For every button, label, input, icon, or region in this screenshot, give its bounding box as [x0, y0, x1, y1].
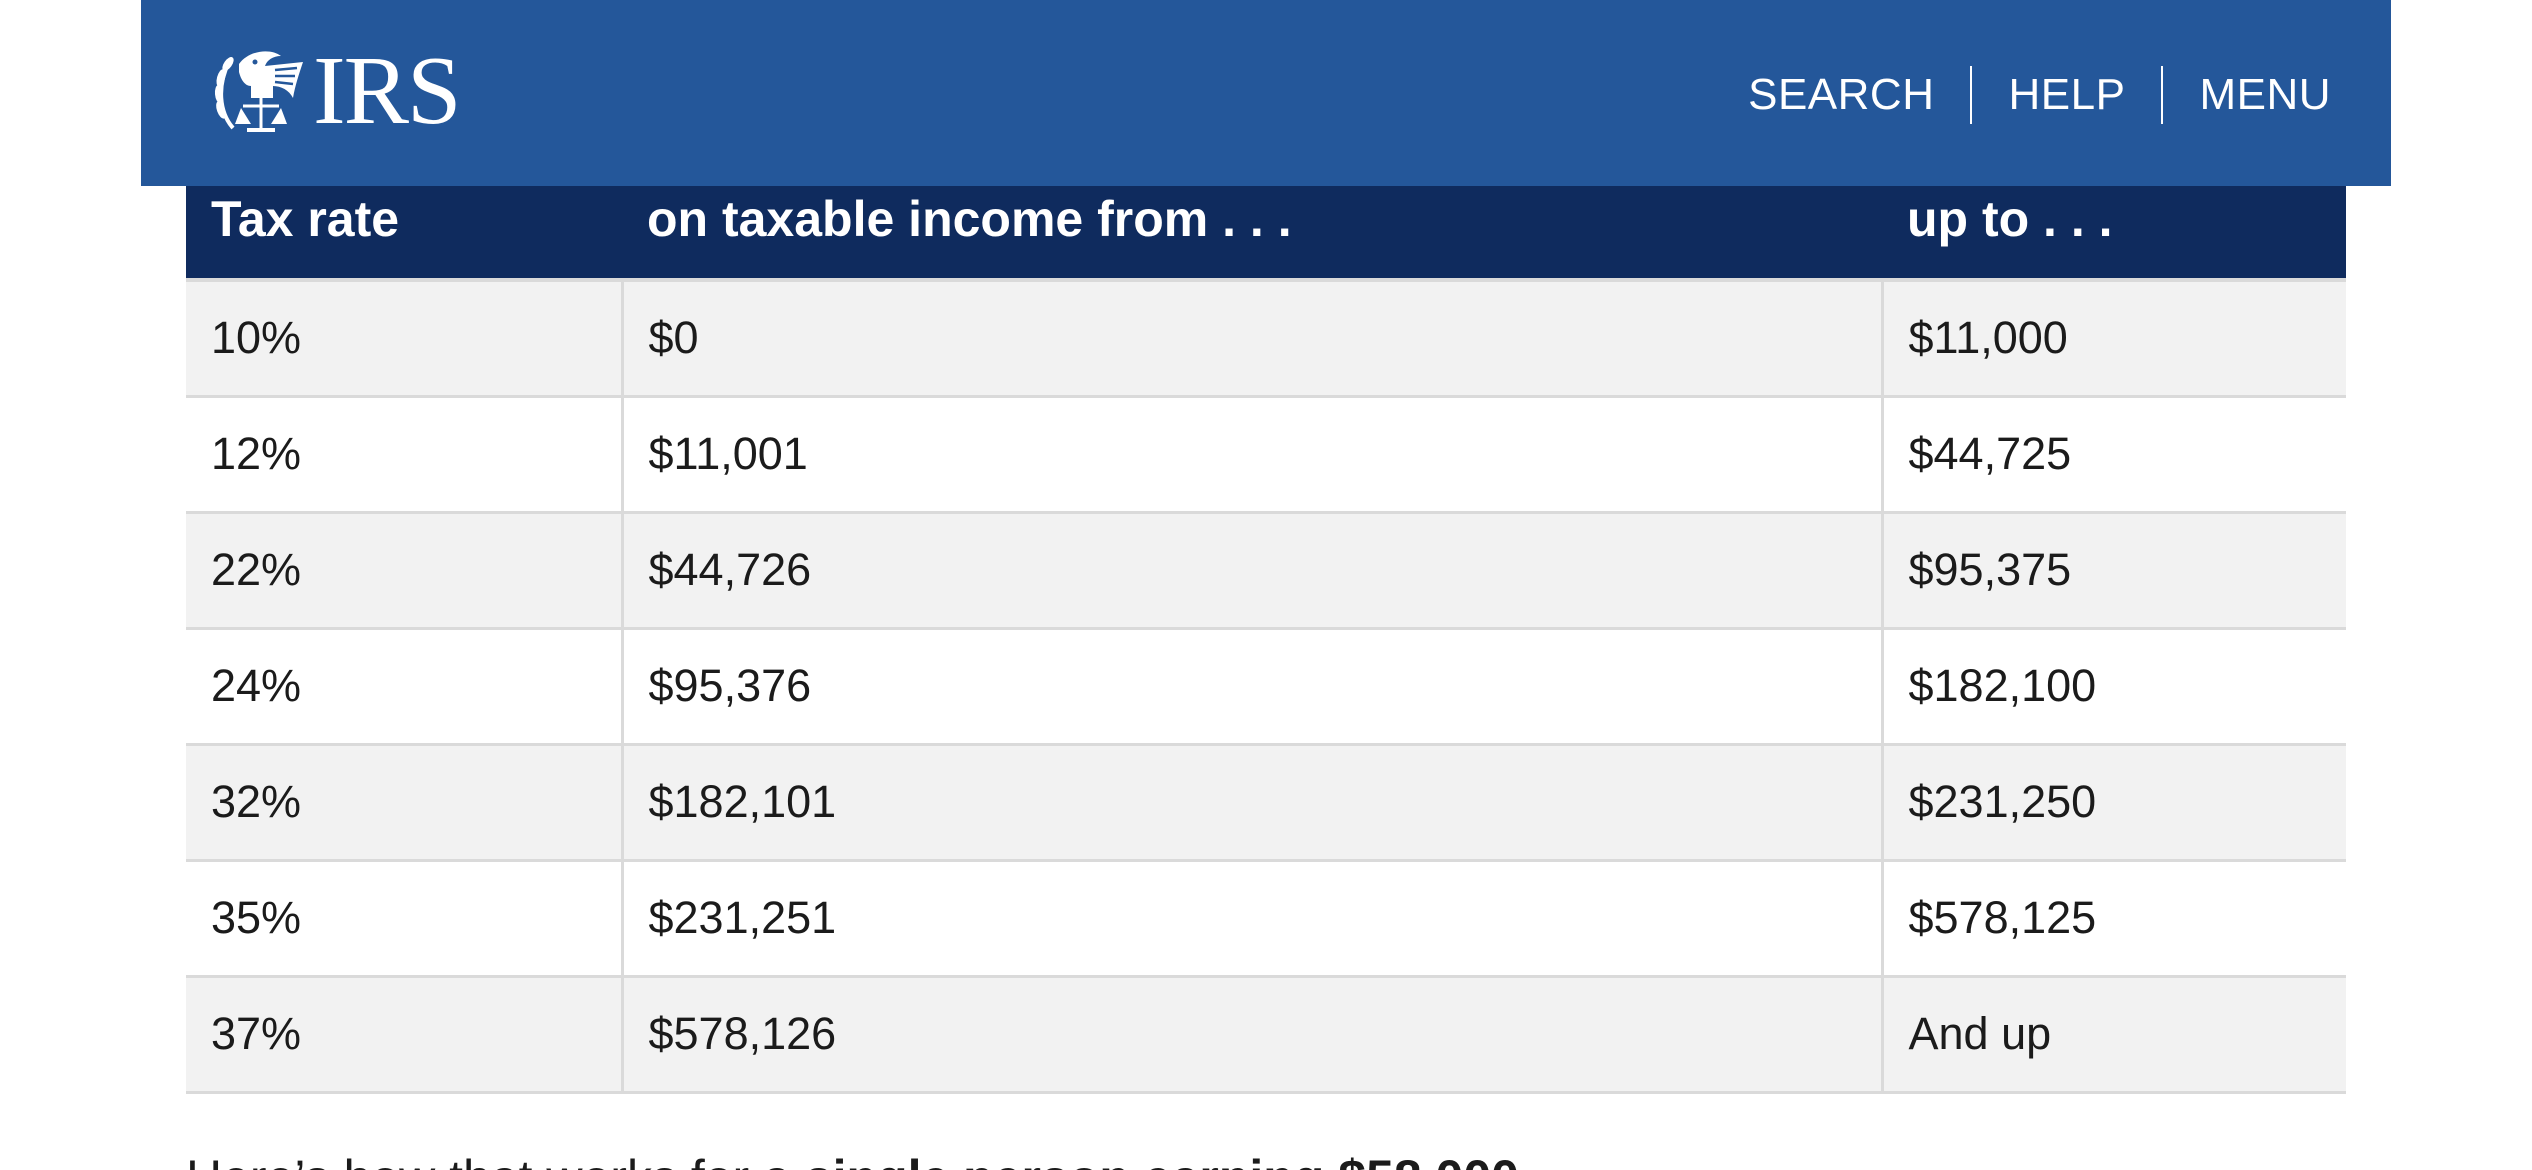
- income-from-cell: $11,001: [622, 396, 1884, 514]
- irs-eagle-logo-icon: [214, 51, 303, 132]
- tax-bracket-table-container: Tax rate on taxable income from . . . up…: [186, 150, 2346, 1094]
- tax-rate-cell: 22%: [186, 512, 624, 630]
- income-up-to-cell: $578,125: [1882, 860, 2346, 978]
- income-from-cell: $182,101: [622, 744, 1884, 862]
- income-up-to-cell: $231,250: [1882, 744, 2346, 862]
- nav-divider: [2161, 66, 2164, 124]
- table-row: 10% $0 $11,000: [186, 280, 2346, 398]
- income-from-cell: $231,251: [622, 860, 1884, 978]
- irs-logo[interactable]: IRS: [211, 37, 462, 145]
- header-nav: SEARCH HELP MENU: [1712, 66, 2331, 124]
- table-row: 24% $95,376 $182,100: [186, 628, 2346, 746]
- table-row: 37% $578,126 And up: [186, 976, 2346, 1094]
- income-from-cell: $578,126: [622, 976, 1884, 1094]
- income-up-to-cell: $11,000: [1882, 280, 2346, 398]
- help-link[interactable]: HELP: [2008, 70, 2126, 119]
- menu-button[interactable]: MENU: [2199, 70, 2331, 119]
- nav-divider: [1970, 66, 1973, 124]
- table-row: 35% $231,251 $578,125: [186, 860, 2346, 978]
- tax-rate-cell: 10%: [186, 280, 624, 398]
- example-intro-bold: single person earning $58,000: [805, 1150, 1519, 1170]
- tax-rate-cell: 24%: [186, 628, 624, 746]
- table-row: 22% $44,726 $95,375: [186, 512, 2346, 630]
- example-intro-text: Here’s how that works for a single perso…: [186, 1148, 1519, 1170]
- tax-rate-cell: 35%: [186, 860, 624, 978]
- tax-bracket-table: Tax rate on taxable income from . . . up…: [186, 150, 2346, 1094]
- income-up-to-cell: $182,100: [1882, 628, 2346, 746]
- income-from-cell: $95,376: [622, 628, 1884, 746]
- income-up-to-cell: And up: [1882, 976, 2346, 1094]
- logo-text: IRS: [313, 37, 462, 145]
- search-link[interactable]: SEARCH: [1748, 70, 1935, 119]
- income-from-cell: $44,726: [622, 512, 1884, 630]
- site-header: IRS SEARCH HELP MENU: [141, 0, 2391, 186]
- income-from-cell: $0: [622, 280, 1884, 398]
- example-intro-prefix: Here’s how that works for a: [186, 1150, 805, 1170]
- table-row: 12% $11,001 $44,725: [186, 396, 2346, 514]
- table-row: 32% $182,101 $231,250: [186, 744, 2346, 862]
- tax-rate-cell: 37%: [186, 976, 624, 1094]
- tax-rate-cell: 12%: [186, 396, 624, 514]
- income-up-to-cell: $44,725: [1882, 396, 2346, 514]
- tax-rate-cell: 32%: [186, 744, 624, 862]
- income-up-to-cell: $95,375: [1882, 512, 2346, 630]
